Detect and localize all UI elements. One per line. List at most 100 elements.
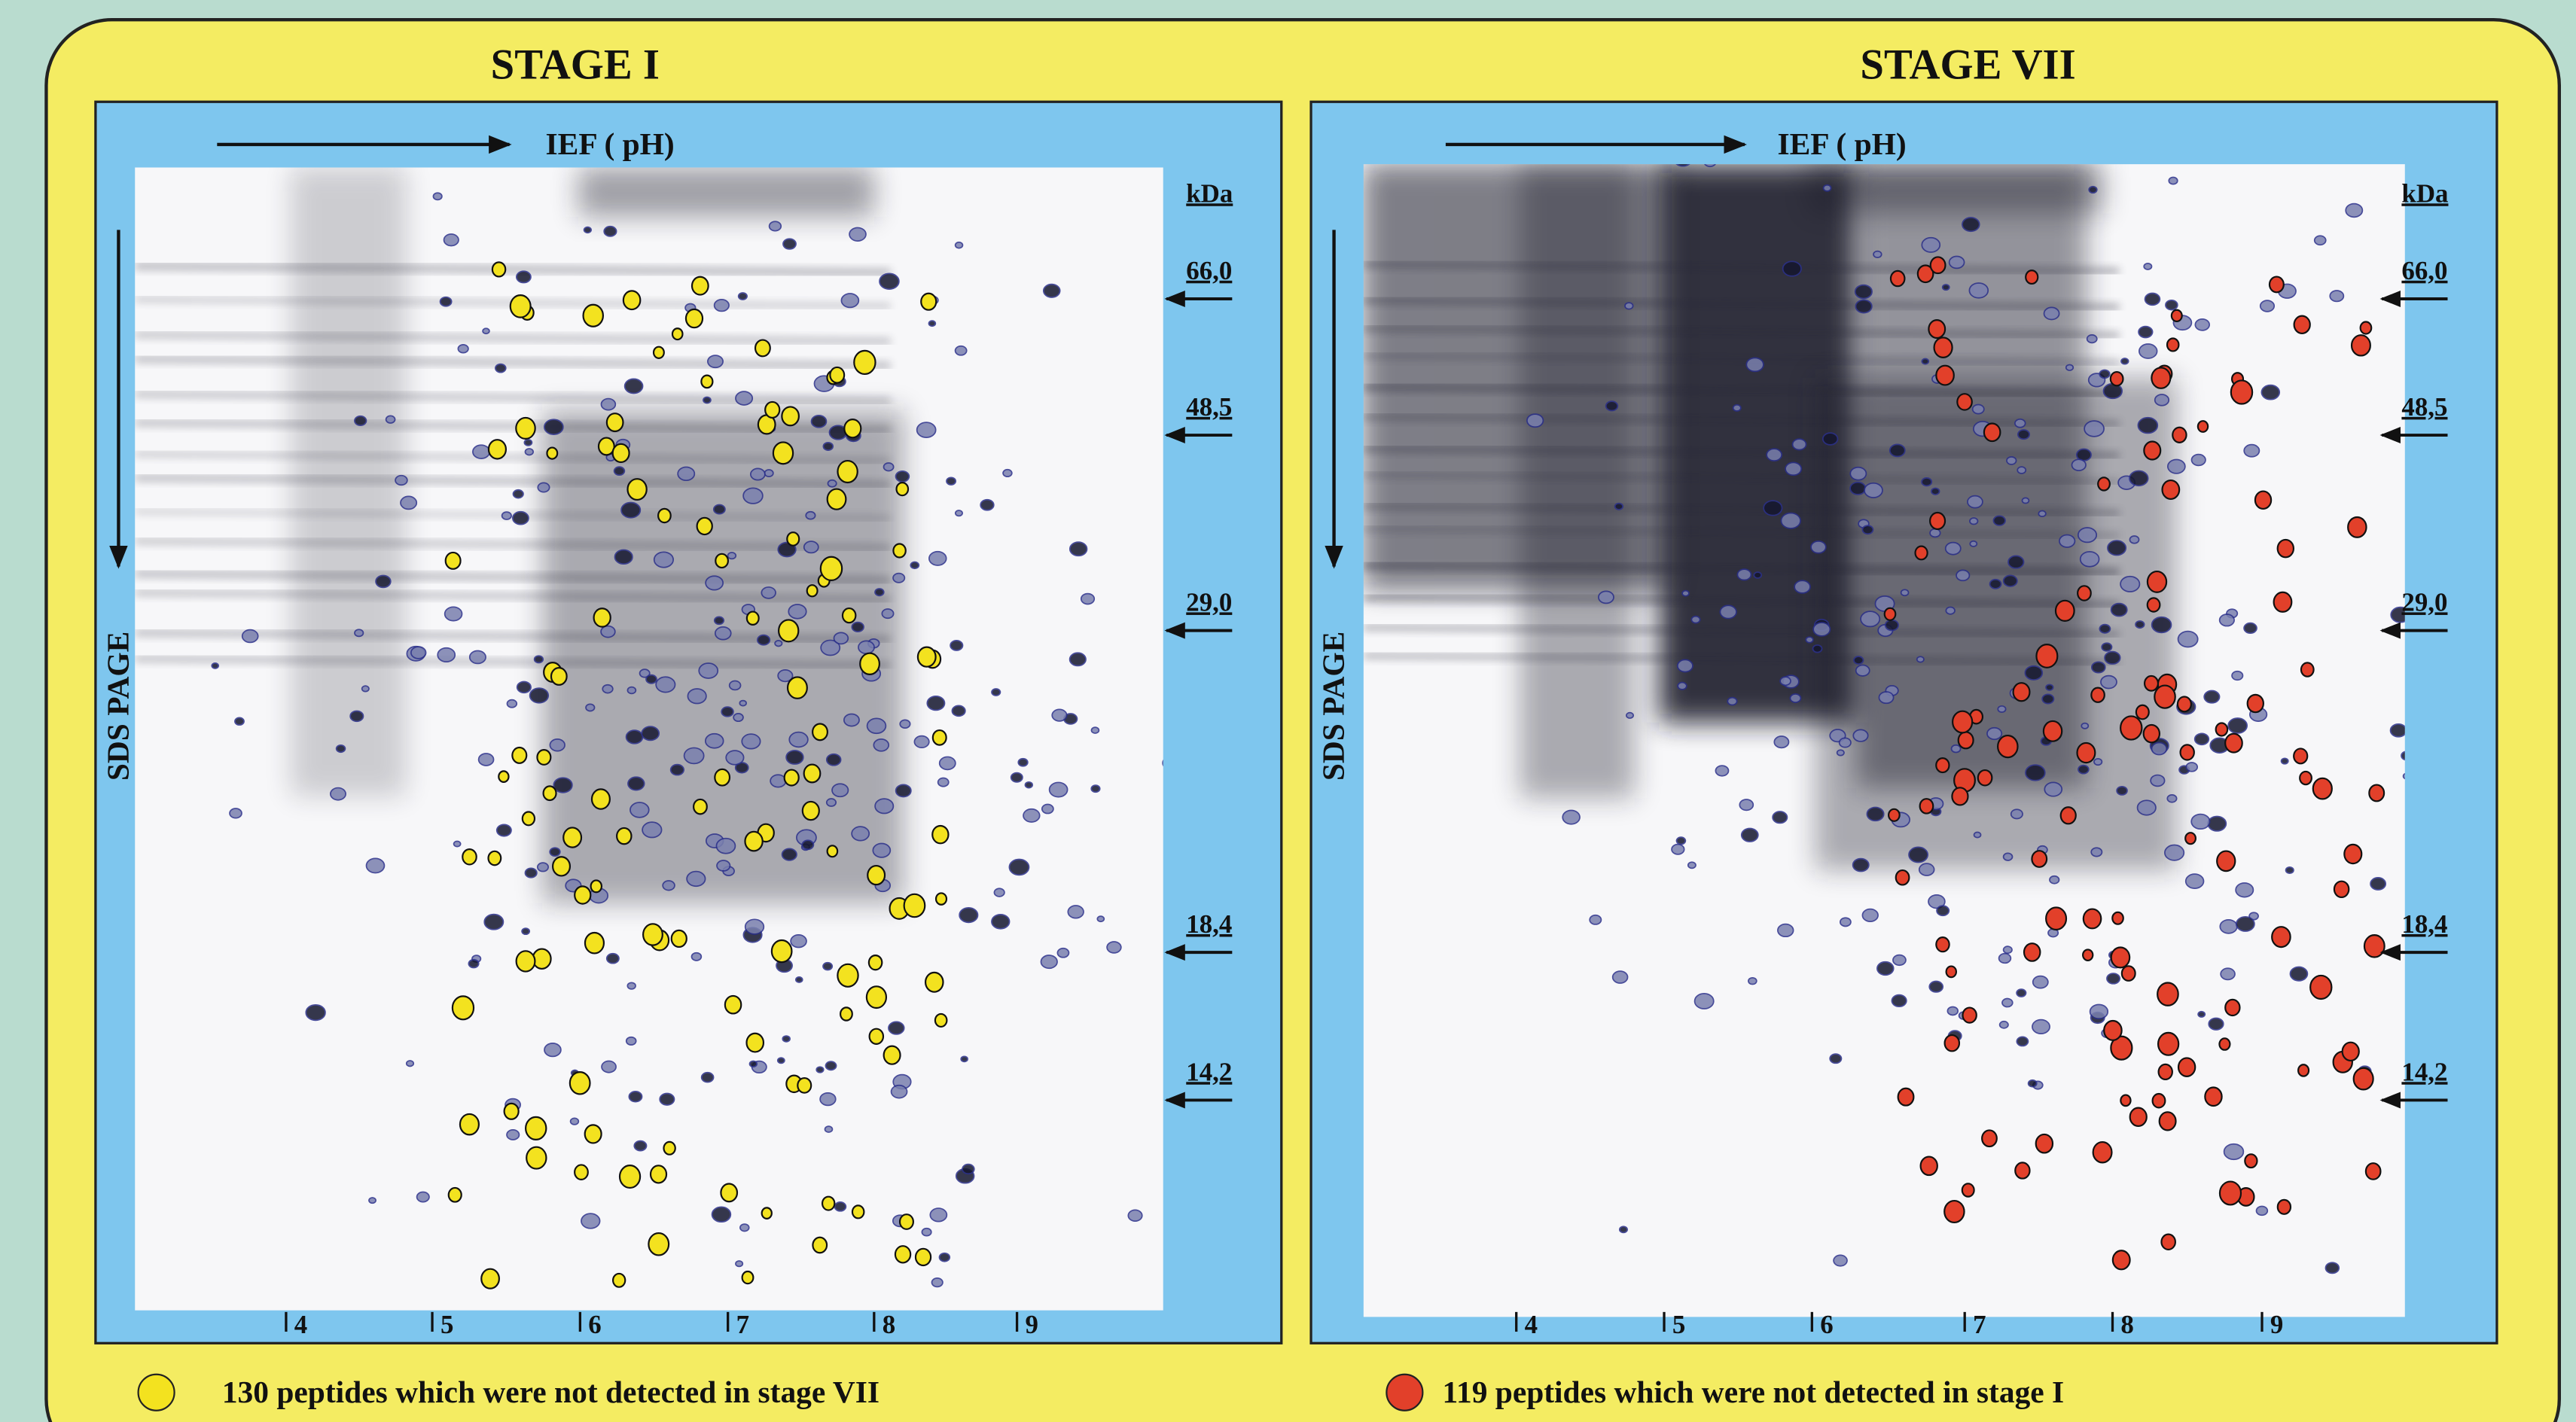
gel-spot — [742, 487, 764, 504]
gel-spot — [2010, 808, 2023, 820]
ph-label: 5 — [441, 1310, 453, 1339]
gel-spot — [1956, 569, 1971, 582]
highlight-spot — [745, 1032, 765, 1053]
gel-spot — [1127, 1209, 1143, 1222]
highlight-spot — [1919, 798, 1934, 815]
gel-spot — [892, 572, 906, 583]
gel-spot — [2101, 642, 2113, 652]
gel-spot — [1941, 284, 1950, 291]
gel-spot — [1773, 735, 1790, 749]
highlight-spot — [2350, 334, 2371, 357]
highlight-spot — [590, 879, 603, 894]
gel-spot — [536, 862, 549, 872]
gel-spot — [819, 1092, 837, 1107]
gel-spot — [1736, 568, 1752, 581]
gel-spot — [858, 640, 875, 655]
gel-image — [1363, 164, 2405, 1274]
highlight-spot — [839, 1006, 853, 1022]
gel-spot — [2120, 358, 2129, 365]
mw-marker: 66,0 — [2401, 256, 2447, 285]
gel-spot — [2093, 758, 2103, 766]
gel-spot — [959, 907, 979, 924]
legend-text: 119 peptides which were not detected in … — [1443, 1375, 2065, 1409]
gel-spot — [1829, 1053, 1843, 1064]
gel-spot — [2016, 1036, 2029, 1047]
highlight-spot — [649, 1165, 668, 1184]
gel-spot — [795, 976, 803, 983]
highlight-spot — [515, 416, 536, 440]
highlight-spot — [671, 327, 684, 341]
x-axis-label: IEF ( pH) — [546, 126, 675, 162]
gel-spot — [822, 441, 834, 451]
ph-label: 6 — [1820, 1310, 1833, 1339]
highlight-spot — [2166, 337, 2180, 352]
gel-spot — [1766, 448, 1783, 462]
gel-spot — [1611, 970, 1629, 984]
gel-spot — [954, 241, 964, 249]
highlight-spot — [536, 749, 552, 766]
gel-spot — [1779, 676, 1791, 687]
gel-spot — [1732, 403, 1742, 412]
panel-title: STAGE VII — [1860, 41, 2075, 89]
gel-spot — [2260, 384, 2281, 400]
highlight-spot — [2224, 998, 2241, 1017]
highlight-spot — [2364, 1162, 2382, 1180]
gel-spot — [1624, 302, 1634, 310]
gel-spot — [1040, 955, 1058, 970]
mw-marker: 18,4 — [2401, 909, 2447, 939]
mw-marker: 29,0 — [2401, 587, 2447, 617]
gel-spot — [365, 857, 386, 874]
gel-spot — [991, 688, 1001, 696]
gel-spot — [521, 927, 531, 936]
highlight-spot — [462, 848, 477, 866]
gel-band — [1363, 261, 2120, 274]
highlight-spot — [1919, 1156, 1938, 1177]
gel-spot — [368, 1197, 376, 1204]
gel-spot — [1866, 806, 1885, 822]
gel-spot — [768, 221, 782, 232]
gel-spot — [2177, 630, 2199, 648]
mw-marker: 18,4 — [1186, 909, 1232, 939]
highlight-spot — [509, 294, 532, 318]
gel-spot — [741, 733, 761, 750]
highlight-spot — [867, 864, 886, 886]
gel-spot — [2120, 575, 2141, 592]
gel-spot — [1023, 808, 1041, 823]
highlight-spot — [883, 1045, 901, 1065]
highlight-spot — [837, 963, 859, 988]
gel-spot — [645, 674, 657, 684]
gel-spot — [1017, 757, 1029, 767]
gel-spot — [400, 495, 418, 510]
gel-spot — [1864, 482, 1883, 498]
gel-spot — [2071, 458, 2087, 471]
gel-spot — [2084, 420, 2105, 437]
gel-spot — [873, 738, 890, 752]
gel-spot — [2165, 300, 2178, 311]
highlight-spot — [2014, 1162, 2031, 1180]
gel-spot — [820, 639, 841, 656]
gel-spot — [537, 482, 550, 493]
gel-spot — [1069, 541, 1088, 557]
gel-spot — [642, 821, 663, 839]
gel-spot — [569, 1117, 580, 1125]
gel-spot — [782, 238, 797, 250]
gel-spot — [553, 777, 573, 793]
gel-band — [135, 391, 891, 404]
gel-spot — [704, 732, 724, 749]
gel-spot — [713, 616, 725, 626]
highlight-spot — [1956, 393, 1973, 411]
gel-spot — [1810, 540, 1827, 554]
gel-spot — [1860, 611, 1881, 628]
gel-spot — [2024, 665, 2044, 681]
highlight-spot — [1952, 710, 1974, 734]
highlight-spot — [2025, 269, 2039, 285]
gel-spot — [782, 1035, 791, 1043]
gel-band — [1363, 325, 2120, 338]
gel-spot — [1921, 358, 1930, 365]
gel-spot — [728, 680, 742, 691]
gel-spot — [827, 479, 837, 488]
gel-spot — [2110, 602, 2128, 617]
highlight-spot — [2110, 946, 2131, 969]
highlight-spot — [853, 349, 876, 376]
gel-spot — [2014, 418, 2026, 428]
